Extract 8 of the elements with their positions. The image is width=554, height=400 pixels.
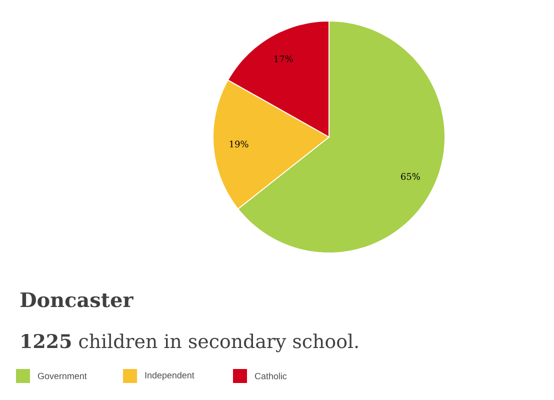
text: 1225 children in secondary school. (22, 334, 358, 352)
legend-label: Catholic (254, 372, 287, 380)
data-label: 17% (274, 55, 293, 62)
data-label: 19% (230, 140, 248, 148)
legend-label: Independent (145, 372, 194, 380)
data-label: 65% (401, 173, 420, 180)
legend-label: Government (38, 372, 87, 380)
text: Doncaster (20, 292, 134, 308)
